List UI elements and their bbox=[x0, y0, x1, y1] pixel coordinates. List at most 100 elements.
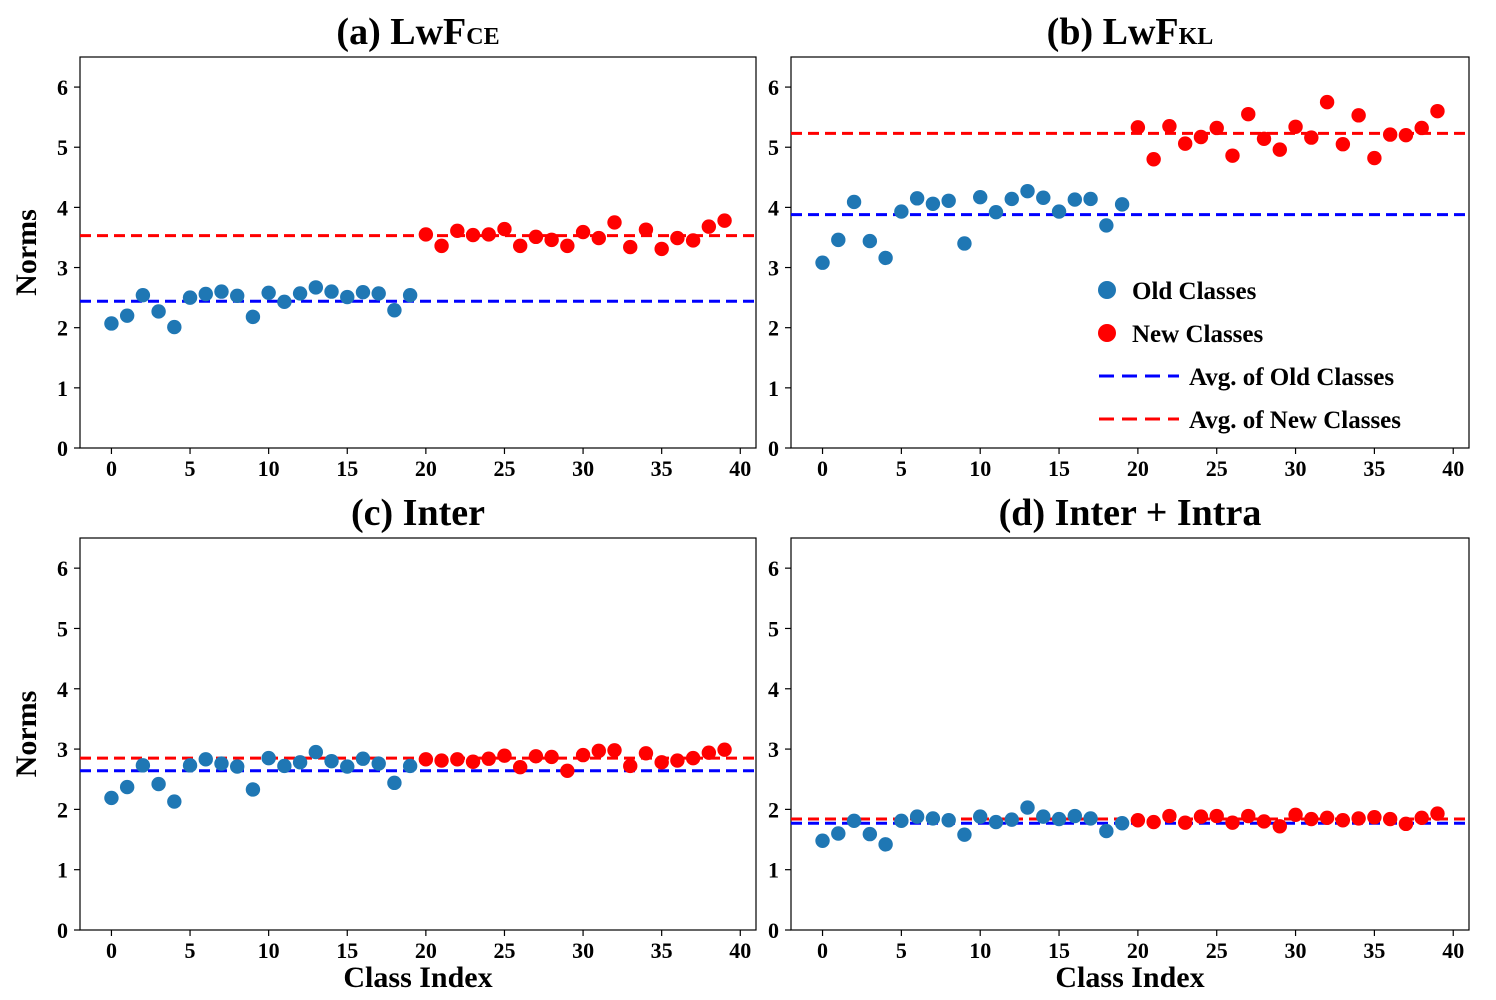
data-point bbox=[1004, 191, 1019, 207]
x-tick-label: 25 bbox=[493, 938, 515, 963]
data-point bbox=[1146, 814, 1161, 830]
data-point bbox=[1335, 137, 1351, 152]
data-point bbox=[1051, 204, 1067, 219]
data-point bbox=[1177, 136, 1193, 151]
data-point bbox=[277, 758, 292, 774]
data-point bbox=[167, 794, 182, 809]
data-point bbox=[973, 189, 988, 205]
data-point bbox=[1193, 129, 1209, 145]
panel-title-main: (c) Inter bbox=[351, 492, 485, 534]
data-point bbox=[355, 751, 371, 766]
data-point bbox=[862, 233, 878, 249]
data-point bbox=[1398, 128, 1414, 143]
data-point bbox=[1272, 819, 1287, 834]
x-tick-label: 30 bbox=[1285, 456, 1307, 481]
y-tick-label: 3 bbox=[57, 737, 68, 762]
data-point bbox=[198, 752, 213, 767]
data-point bbox=[104, 790, 119, 806]
plot-frame bbox=[790, 537, 1470, 931]
data-point bbox=[418, 227, 434, 242]
y-tick-label: 5 bbox=[768, 616, 779, 641]
x-tick-label: 30 bbox=[572, 456, 594, 481]
data-point bbox=[575, 747, 591, 763]
data-point bbox=[1367, 810, 1382, 825]
data-point bbox=[308, 280, 324, 295]
y-tick-label: 1 bbox=[768, 376, 779, 401]
y-tick-label: 3 bbox=[768, 256, 779, 281]
data-point bbox=[815, 255, 830, 270]
y-tick-label: 5 bbox=[57, 135, 68, 160]
data-point bbox=[1209, 808, 1224, 824]
data-point bbox=[1114, 197, 1130, 212]
data-point bbox=[925, 811, 941, 826]
data-point bbox=[355, 285, 371, 300]
data-point bbox=[862, 826, 878, 842]
data-point bbox=[1162, 118, 1177, 134]
data-point bbox=[214, 284, 229, 299]
y-tick-label: 3 bbox=[57, 256, 68, 281]
y-axis-label: Norms bbox=[10, 691, 43, 778]
y-tick-label: 0 bbox=[768, 436, 779, 461]
x-tick-label: 35 bbox=[651, 456, 673, 481]
y-axis-label: Norms bbox=[10, 209, 43, 296]
data-point bbox=[1241, 106, 1256, 122]
y-tick-label: 1 bbox=[57, 858, 68, 883]
data-point bbox=[1162, 808, 1177, 824]
data-point bbox=[119, 779, 135, 795]
data-point bbox=[1225, 815, 1240, 830]
data-point bbox=[340, 289, 355, 305]
legend-label: New Classes bbox=[1132, 321, 1264, 348]
data-point bbox=[324, 753, 339, 769]
data-point bbox=[1319, 810, 1335, 826]
data-point bbox=[481, 227, 496, 242]
panel-title-subscript: KL bbox=[1179, 24, 1214, 50]
data-point bbox=[1288, 119, 1303, 134]
data-point bbox=[654, 241, 669, 257]
panel-2: (b) LwFKL 0 5 10 15 20 25 30 35 40 0 1 2 3 4 5 6 Old Clas… bbox=[768, 11, 1470, 481]
x-tick-label: 20 bbox=[1127, 456, 1149, 481]
data-point bbox=[670, 230, 685, 246]
data-point bbox=[1020, 800, 1035, 815]
y-tick-label: 5 bbox=[57, 616, 68, 641]
data-point bbox=[1288, 807, 1303, 823]
data-point bbox=[957, 827, 972, 842]
x-tick-label: 0 bbox=[106, 456, 117, 481]
data-point bbox=[701, 745, 717, 760]
x-axis-label: Class Index bbox=[1055, 961, 1204, 994]
data-point bbox=[245, 309, 261, 325]
x-tick-label: 0 bbox=[106, 938, 117, 963]
data-point bbox=[878, 250, 893, 266]
data-point bbox=[1430, 103, 1445, 119]
data-point bbox=[560, 763, 575, 778]
data-point bbox=[402, 758, 418, 774]
data-point bbox=[544, 749, 559, 765]
y-tick-label: 5 bbox=[768, 135, 779, 160]
panel-title-subscript: CE bbox=[466, 24, 499, 50]
data-point bbox=[638, 222, 654, 237]
data-point bbox=[846, 813, 862, 829]
data-point bbox=[245, 782, 261, 797]
y-tick-label: 2 bbox=[57, 797, 68, 822]
data-point bbox=[1036, 190, 1051, 205]
data-point bbox=[988, 814, 1004, 830]
data-point bbox=[1177, 815, 1193, 830]
x-tick-label: 0 bbox=[817, 456, 828, 481]
data-point bbox=[1382, 811, 1398, 827]
panel-title-main: (a) LwF bbox=[336, 11, 466, 53]
y-tick-label: 3 bbox=[768, 737, 779, 762]
y-tick-label: 4 bbox=[57, 195, 68, 220]
data-point bbox=[973, 809, 988, 824]
data-point bbox=[371, 286, 386, 301]
data-point bbox=[497, 748, 512, 763]
y-tick-label: 2 bbox=[57, 316, 68, 341]
x-axis-label: Class Index bbox=[343, 961, 492, 994]
x-tick-label: 25 bbox=[1206, 938, 1228, 963]
data-point bbox=[1319, 94, 1335, 110]
data-point bbox=[402, 288, 418, 303]
legend-marker bbox=[1098, 324, 1116, 342]
data-point bbox=[292, 755, 308, 770]
data-point bbox=[1335, 813, 1351, 828]
data-point bbox=[465, 754, 481, 769]
x-tick-label: 5 bbox=[896, 456, 907, 481]
